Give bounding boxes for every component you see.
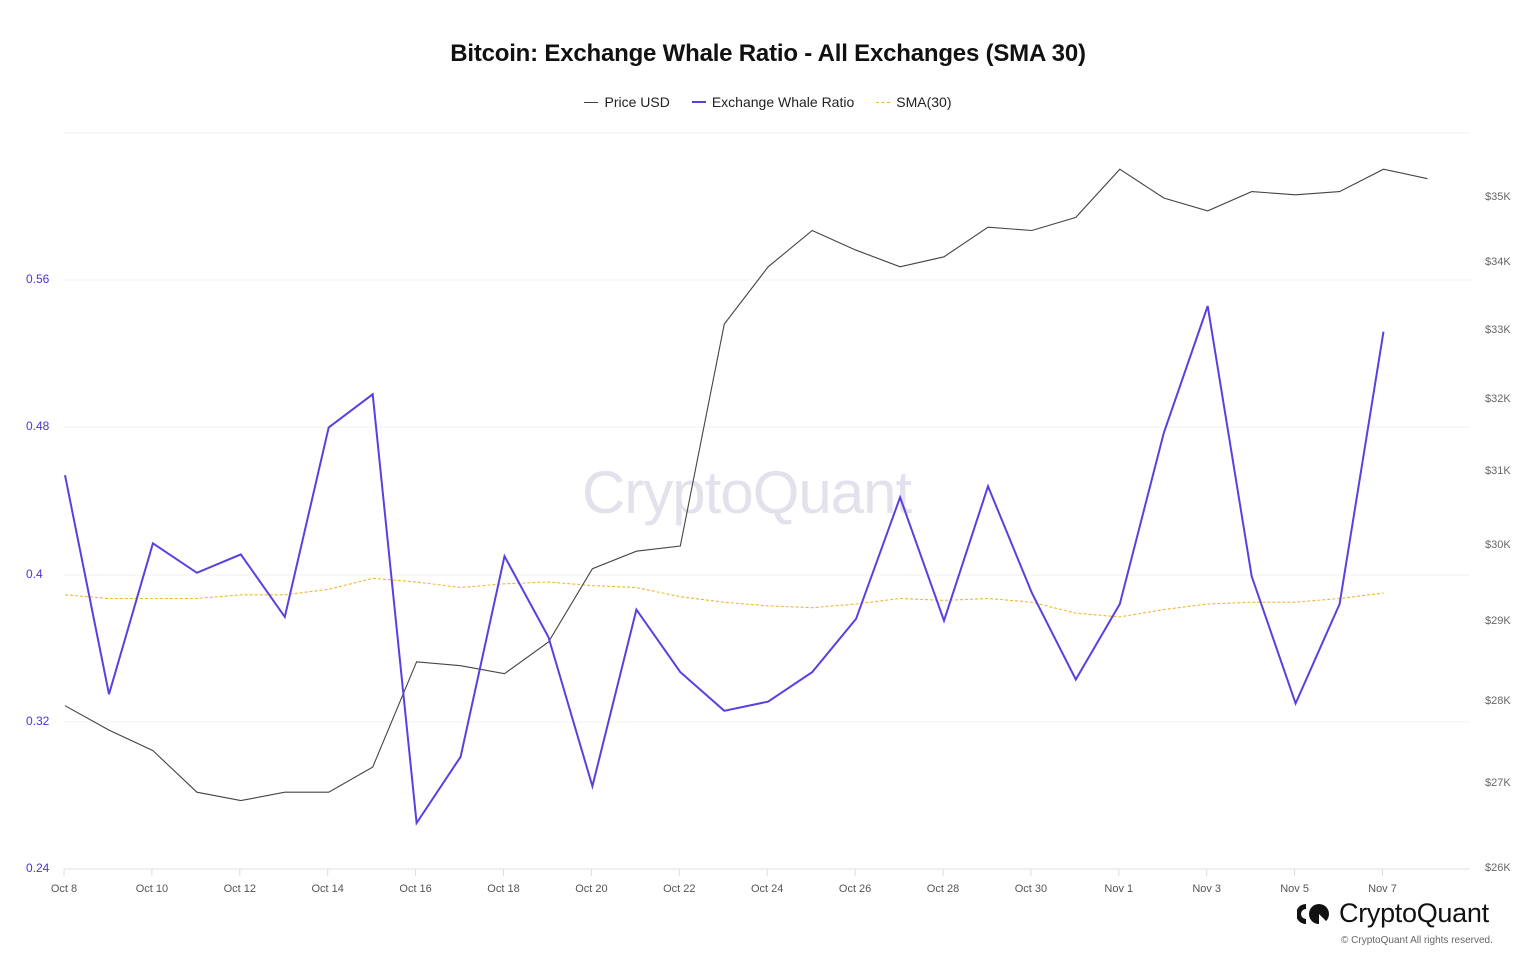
price-usd-line[interactable] — [64, 168, 1428, 802]
left-y-tick-label: 0.48 — [26, 419, 50, 434]
right-y-tick-label: $28K — [1485, 694, 1511, 707]
x-tick-label: Oct 8 — [50, 883, 78, 895]
x-tick-label: Nov 7 — [1368, 883, 1397, 895]
x-tick-label: Oct 28 — [926, 883, 960, 895]
right-y-tick-label: $30K — [1485, 538, 1511, 551]
chart-title: Bitcoin: Exchange Whale Ratio - All Exch… — [450, 40, 1086, 67]
brand-logo: CryptoQuant — [1297, 898, 1489, 929]
x-tick-label: Oct 22 — [663, 883, 696, 895]
right-y-tick-label: $29K — [1485, 615, 1511, 628]
x-tick-label: Oct 12 — [223, 883, 256, 895]
brand-name: CryptoQuant — [1339, 898, 1489, 928]
line-swatch-icon — [691, 101, 706, 103]
left-y-tick-label: 0.56 — [26, 272, 50, 287]
sma-30-line[interactable] — [64, 577, 1384, 618]
legend-item-whale-ratio[interactable]: Exchange Whale Ratio — [691, 94, 855, 110]
dashed-line-swatch-icon — [876, 101, 891, 103]
x-tick-label: Oct 18 — [487, 883, 520, 895]
legend-item-sma[interactable]: SMA(30) — [876, 94, 952, 110]
left-y-tick-label: 0.32 — [26, 713, 50, 728]
exchange-whale-ratio-line[interactable] — [64, 305, 1385, 826]
right-y-tick-label: $34K — [1485, 256, 1511, 269]
x-tick-label: Oct 20 — [575, 883, 608, 895]
right-y-tick-label: $26K — [1485, 862, 1511, 874]
legend-label: SMA(30) — [896, 94, 952, 110]
x-tick-label: Nov 1 — [1104, 883, 1134, 895]
legend-label: Exchange Whale Ratio — [711, 94, 855, 110]
legend-item-price[interactable]: Price USD — [584, 94, 670, 110]
left-y-tick-label: 0.4 — [26, 566, 43, 581]
x-tick-label: Nov 3 — [1192, 883, 1222, 895]
x-tick-label: Oct 16 — [399, 883, 432, 895]
x-tick-label: Oct 24 — [750, 883, 784, 895]
x-tick-label: Oct 30 — [1014, 883, 1048, 895]
left-y-tick-label: 0.24 — [26, 861, 50, 875]
right-y-tick-label: $33K — [1485, 323, 1511, 336]
copyright-text: © CryptoQuant All rights reserved. — [1341, 935, 1493, 946]
x-tick-label: Nov 5 — [1280, 883, 1309, 895]
x-tick-label: Oct 26 — [838, 883, 872, 895]
x-tick-label: Oct 10 — [135, 883, 169, 895]
right-y-tick-label: $27K — [1485, 776, 1511, 789]
line-swatch-icon — [584, 101, 599, 103]
right-y-tick-label: $31K — [1485, 464, 1511, 477]
x-tick-label: Oct 14 — [311, 883, 344, 895]
right-y-tick-label: $35K — [1485, 191, 1511, 203]
legend-label: Price USD — [604, 94, 670, 110]
cryptoquant-logo-icon — [1297, 903, 1329, 924]
right-y-tick-label: $32K — [1485, 393, 1511, 406]
legend: Price USD Exchange Whale Ratio SMA(30) — [0, 94, 1536, 110]
